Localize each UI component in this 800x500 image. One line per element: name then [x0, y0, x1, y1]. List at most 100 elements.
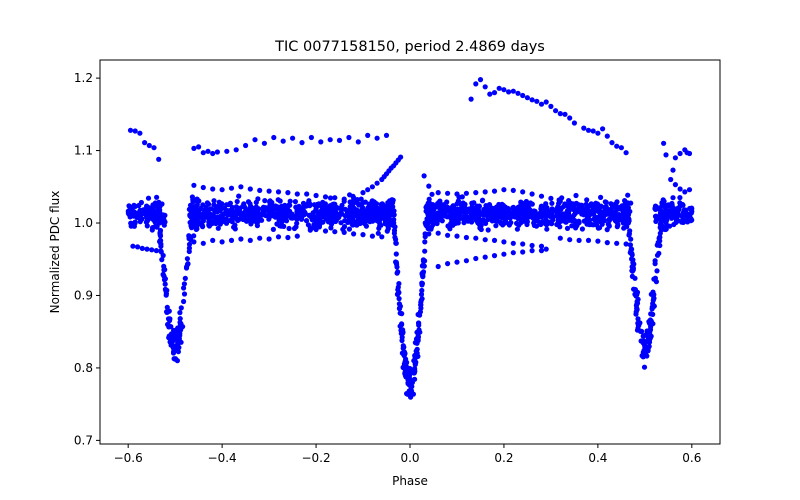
- data-point: [220, 217, 226, 223]
- data-point: [191, 239, 197, 245]
- data-point: [435, 230, 441, 236]
- data-point: [200, 150, 206, 156]
- data-point: [426, 183, 432, 189]
- data-point: [378, 222, 384, 228]
- data-point: [371, 212, 377, 218]
- y-tick-label: 1.1: [74, 144, 93, 158]
- data-point: [394, 291, 401, 297]
- data-point: [538, 243, 545, 249]
- data-point: [657, 234, 663, 240]
- data-point: [212, 216, 218, 222]
- data-point: [445, 190, 451, 196]
- data-point: [191, 145, 197, 151]
- data-point: [585, 208, 591, 214]
- data-point: [468, 96, 474, 102]
- data-point: [151, 145, 157, 151]
- data-point: [365, 132, 371, 138]
- x-tick-label: 0.6: [682, 451, 701, 465]
- data-point: [621, 225, 627, 231]
- data-point: [145, 195, 152, 201]
- data-point: [670, 167, 676, 173]
- data-point: [164, 309, 170, 315]
- data-point: [520, 92, 526, 99]
- data-point: [557, 224, 563, 230]
- data-point: [260, 204, 267, 210]
- data-point: [516, 222, 522, 228]
- data-point: [149, 247, 155, 253]
- data-point: [460, 214, 467, 220]
- data-point: [369, 206, 375, 212]
- data-point: [252, 137, 258, 143]
- data-point: [181, 281, 187, 287]
- data-point: [445, 261, 451, 267]
- data-point: [346, 134, 352, 141]
- data-point: [667, 223, 673, 229]
- data-point: [579, 226, 586, 232]
- data-point: [191, 215, 197, 221]
- data-point: [214, 149, 220, 155]
- data-point: [460, 202, 467, 208]
- data-point: [542, 221, 549, 227]
- data-point: [571, 218, 578, 225]
- data-point: [271, 134, 277, 141]
- data-point: [351, 195, 357, 201]
- data-point: [524, 95, 531, 101]
- data-point: [411, 358, 417, 364]
- data-point: [348, 215, 354, 221]
- data-point: [261, 209, 268, 215]
- data-point: [488, 213, 494, 219]
- data-point: [322, 228, 329, 234]
- data-point: [238, 236, 244, 242]
- data-point: [393, 240, 399, 246]
- data-point: [336, 137, 343, 143]
- data-point: [233, 147, 239, 153]
- data-point: [425, 211, 431, 217]
- y-tick-label: 0.7: [74, 433, 93, 447]
- y-tick-label: 0.9: [74, 288, 93, 302]
- data-point: [474, 203, 480, 209]
- data-point: [274, 221, 280, 227]
- data-point: [491, 90, 498, 96]
- data-point: [203, 209, 209, 216]
- data-point: [677, 186, 683, 192]
- data-point: [158, 249, 164, 255]
- data-point: [680, 202, 686, 208]
- data-point: [211, 202, 217, 208]
- data-point: [604, 133, 610, 139]
- data-point: [652, 206, 659, 212]
- data-point: [161, 277, 168, 283]
- data-point: [576, 237, 582, 243]
- data-point: [609, 140, 615, 146]
- data-point: [502, 220, 508, 226]
- data-point: [156, 156, 162, 162]
- data-point: [465, 214, 471, 220]
- data-point: [327, 213, 333, 219]
- data-point: [538, 193, 545, 199]
- data-point: [223, 208, 229, 214]
- data-point: [593, 200, 599, 206]
- data-point: [339, 207, 345, 213]
- data-point: [422, 239, 428, 245]
- data-point: [293, 204, 299, 210]
- data-point: [210, 186, 216, 192]
- data-point: [172, 356, 178, 362]
- data-point: [465, 207, 471, 213]
- data-point: [253, 199, 259, 205]
- data-point: [369, 233, 375, 239]
- data-point: [654, 242, 660, 248]
- data-point: [400, 350, 406, 356]
- data-point: [485, 227, 491, 233]
- data-point: [157, 219, 163, 225]
- data-point: [557, 111, 563, 117]
- data-point: [623, 221, 629, 227]
- data-point: [633, 302, 640, 309]
- data-point: [266, 216, 272, 222]
- data-point: [365, 187, 371, 193]
- data-point: [130, 243, 136, 249]
- data-point: [590, 128, 596, 134]
- data-point: [352, 211, 358, 217]
- data-point: [410, 370, 417, 376]
- data-point: [455, 217, 461, 223]
